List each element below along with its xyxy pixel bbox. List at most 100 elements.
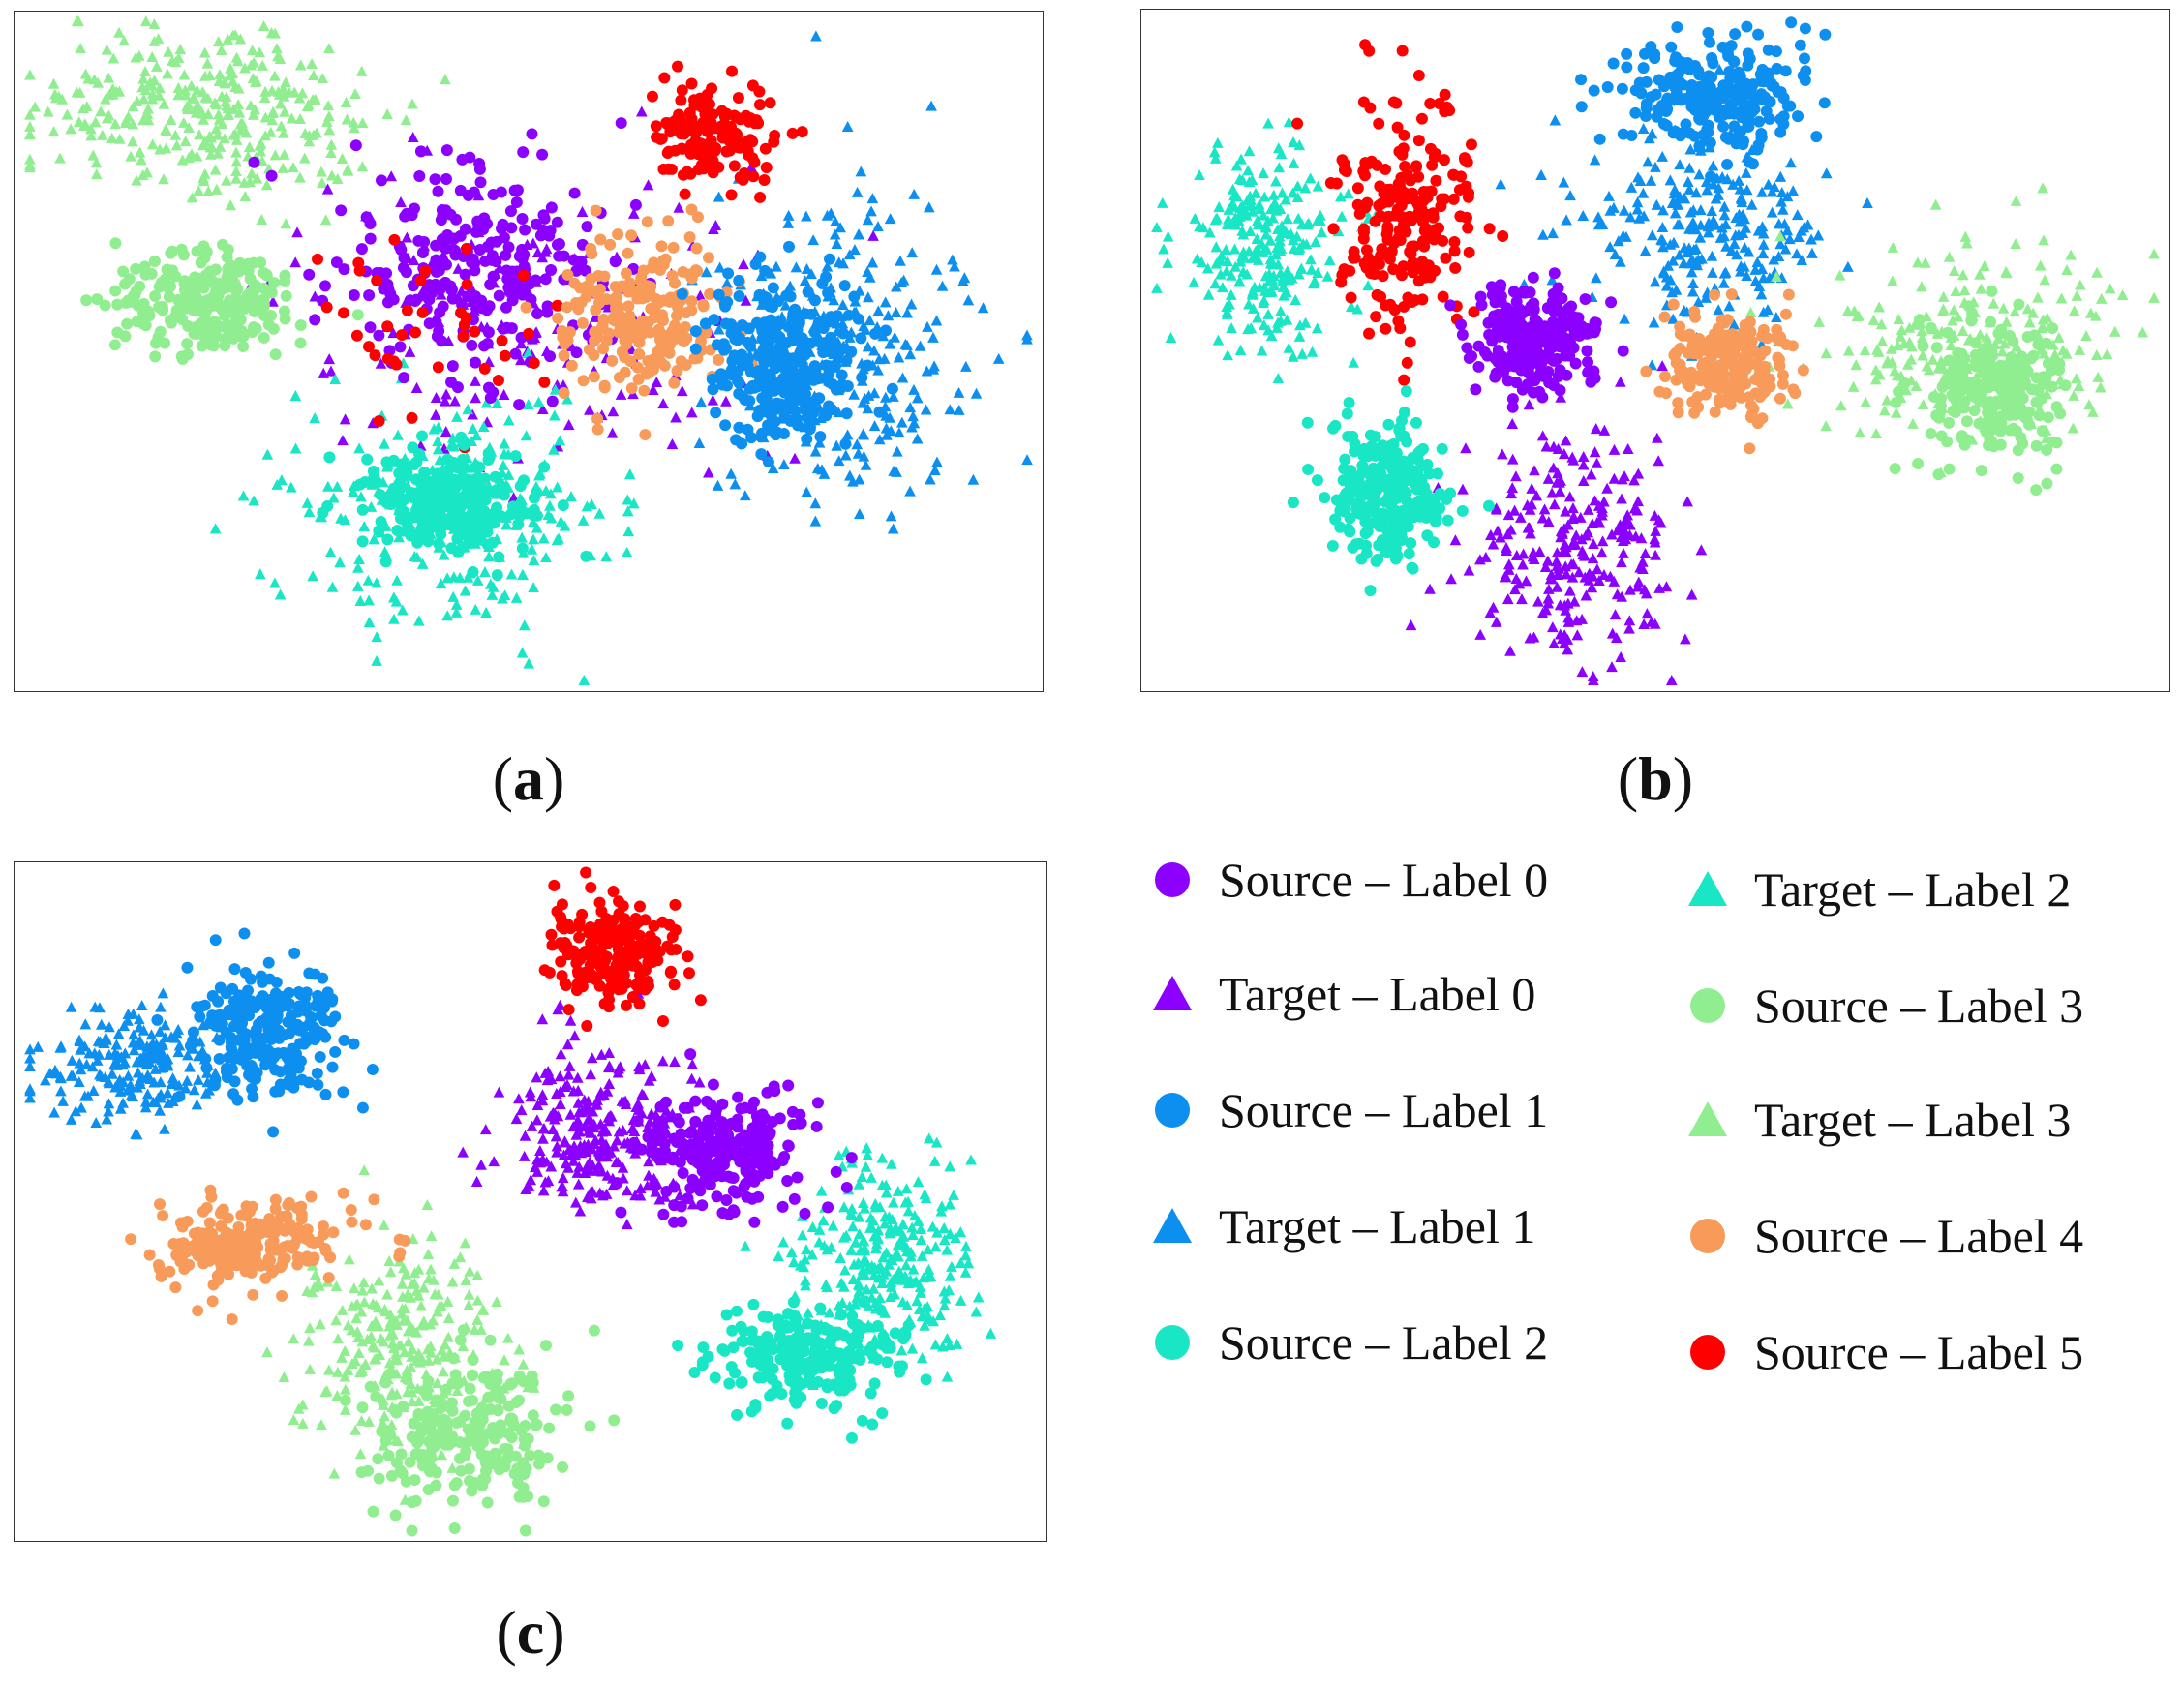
scatter-point [88, 74, 101, 85]
scatter-point [152, 331, 165, 344]
scatter-point [1296, 347, 1309, 359]
scatter-point [505, 568, 518, 580]
scatter-point [1449, 261, 1462, 274]
scatter-point [1483, 328, 1496, 341]
scatter-point [604, 238, 617, 251]
scatter-point [794, 376, 806, 387]
scatter-point [325, 146, 337, 159]
scatter-point [423, 317, 436, 330]
scatter-point [2059, 379, 2072, 392]
scatter-point [538, 461, 551, 473]
scatter-point [549, 383, 561, 395]
scatter-point [1251, 232, 1263, 245]
scatter-point [1383, 253, 1396, 265]
scatter-point [1506, 393, 1519, 406]
scatter-point [40, 1074, 51, 1086]
scatter-point [2027, 349, 2040, 362]
scatter-point [528, 533, 539, 545]
scatter-point [1385, 499, 1398, 512]
scatter-point [146, 51, 159, 63]
scatter-point [1941, 326, 1954, 339]
scatter-point [708, 159, 720, 171]
scatter-point [1625, 130, 1638, 142]
scatter-point [107, 52, 120, 64]
scatter-point [447, 456, 460, 468]
scatter-point [398, 493, 410, 505]
scatter-point [880, 422, 893, 434]
scatter-point [1293, 268, 1305, 280]
scatter-point [657, 258, 670, 271]
scatter-point [908, 417, 921, 429]
scatter-point [1756, 186, 1768, 197]
scatter-point [430, 392, 442, 404]
scatter-point [484, 392, 497, 405]
scatter-point [1645, 174, 1657, 186]
scatter-point [726, 354, 739, 367]
scatter-point [502, 414, 515, 426]
scatter-point [545, 512, 558, 524]
scatter-point [759, 342, 772, 354]
scatter-point [1555, 391, 1567, 403]
scatter-point [1692, 296, 1705, 308]
scatter-point [1968, 405, 1981, 417]
scatter-point [1674, 343, 1686, 354]
scatter-point [1674, 328, 1686, 341]
scatter-point [1739, 241, 1751, 253]
scatter-point [1887, 241, 1899, 253]
scatter-point [1973, 395, 1986, 407]
scatter-point [2033, 409, 2046, 422]
scatter-point [397, 261, 410, 274]
scatter-point [459, 268, 471, 281]
scatter-point [1246, 205, 1259, 217]
scatter-point [221, 318, 233, 331]
scatter-point [247, 256, 259, 269]
scatter-point [1609, 609, 1622, 620]
scatter-point [1762, 67, 1774, 79]
scatter-point [1359, 527, 1372, 540]
scatter-point [403, 523, 415, 535]
scatter-point [137, 73, 149, 84]
scatter-point [1916, 281, 1927, 292]
scatter-point [1875, 318, 1888, 330]
scatter-point [1349, 252, 1361, 264]
scatter-point [1663, 75, 1676, 88]
scatter-point [619, 351, 631, 363]
scatter-point [1423, 467, 1436, 480]
scatter-point [1468, 306, 1480, 318]
scatter-point [841, 380, 854, 392]
scatter-point [336, 153, 349, 165]
scatter-point [1506, 482, 1519, 494]
scatter-point [1590, 272, 1602, 284]
scatter-point [1441, 514, 1454, 527]
scatter-point [1906, 341, 1918, 352]
scatter-point [1420, 223, 1433, 235]
scatter-point [568, 277, 581, 289]
scatter-point [1380, 299, 1392, 312]
scatter-point [1245, 194, 1257, 205]
scatter-point [156, 300, 168, 313]
scatter-point [880, 409, 892, 421]
scatter-point [169, 56, 182, 68]
scatter-point [1725, 288, 1738, 301]
scatter-point [921, 365, 933, 377]
scatter-point [371, 274, 383, 286]
scatter-point [1571, 629, 1584, 641]
scatter-point [1548, 267, 1561, 280]
scatter-point [629, 319, 642, 332]
scatter-point [516, 569, 529, 581]
scatter-point [2148, 291, 2160, 303]
scatter-point [1719, 218, 1732, 229]
scatter-point [1463, 187, 1475, 199]
scatter-point [814, 431, 827, 443]
scatter-point [2038, 347, 2050, 359]
scatter-point [401, 304, 413, 316]
scatter-point [555, 515, 567, 527]
scatter-point [633, 348, 646, 360]
scatter-point [896, 372, 909, 383]
scatter-point [477, 421, 490, 433]
scatter-point [544, 225, 557, 237]
scatter-point [1504, 645, 1516, 656]
scatter-point [2101, 348, 2113, 360]
scatter-point [436, 335, 448, 347]
scatter-point [379, 556, 392, 568]
